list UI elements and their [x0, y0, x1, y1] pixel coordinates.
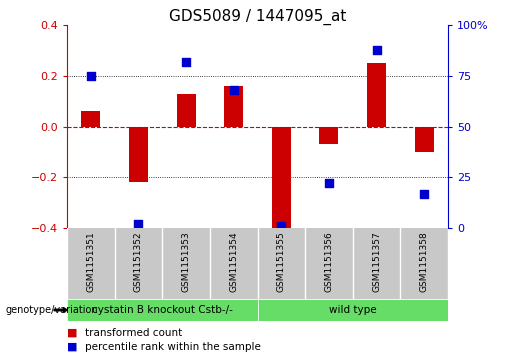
Point	[87, 73, 95, 79]
Text: cystatin B knockout Cstb-/-: cystatin B knockout Cstb-/-	[92, 305, 233, 315]
Text: transformed count: transformed count	[85, 327, 183, 338]
Text: percentile rank within the sample: percentile rank within the sample	[85, 342, 262, 352]
Bar	[177, 94, 196, 127]
Text: GSM1151358: GSM1151358	[420, 232, 428, 292]
Bar	[272, 127, 291, 228]
Title: GDS5089 / 1447095_at: GDS5089 / 1447095_at	[169, 9, 346, 25]
Bar	[258, 299, 448, 321]
Point	[372, 47, 381, 53]
Bar	[224, 86, 243, 127]
Text: GSM1151354: GSM1151354	[229, 232, 238, 292]
Point	[182, 59, 190, 65]
Bar	[367, 64, 386, 127]
Bar	[67, 299, 258, 321]
Text: GSM1151352: GSM1151352	[134, 232, 143, 292]
Bar	[81, 111, 100, 127]
Text: genotype/variation: genotype/variation	[5, 305, 98, 315]
Bar	[415, 127, 434, 152]
Text: GSM1151356: GSM1151356	[324, 232, 333, 292]
Bar	[319, 127, 338, 144]
Text: GSM1151357: GSM1151357	[372, 232, 381, 292]
Point	[134, 221, 143, 227]
Text: GSM1151351: GSM1151351	[87, 232, 95, 292]
Bar	[129, 127, 148, 182]
Point	[230, 87, 238, 93]
Text: wild type: wild type	[329, 305, 376, 315]
Point	[420, 191, 428, 196]
Text: ■: ■	[67, 327, 77, 338]
Text: GSM1151355: GSM1151355	[277, 232, 286, 292]
Text: GSM1151353: GSM1151353	[182, 232, 191, 292]
Point	[277, 223, 285, 229]
Point	[325, 180, 333, 186]
Text: ■: ■	[67, 342, 77, 352]
